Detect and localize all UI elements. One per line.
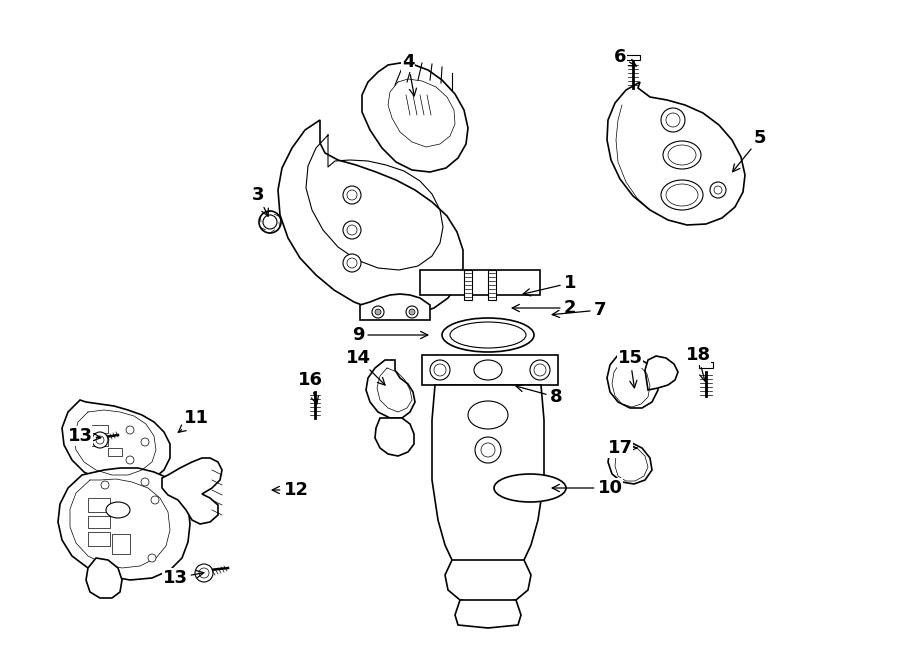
- Ellipse shape: [450, 322, 526, 348]
- Polygon shape: [699, 362, 713, 368]
- Circle shape: [126, 426, 134, 434]
- Polygon shape: [607, 82, 745, 225]
- Polygon shape: [445, 560, 531, 604]
- Polygon shape: [58, 468, 190, 580]
- Polygon shape: [362, 63, 468, 172]
- Text: 9: 9: [352, 326, 428, 344]
- Polygon shape: [455, 600, 521, 628]
- Circle shape: [534, 364, 546, 376]
- Bar: [488, 270, 496, 300]
- Polygon shape: [607, 355, 658, 408]
- Ellipse shape: [663, 141, 701, 169]
- Circle shape: [347, 190, 357, 200]
- Circle shape: [430, 360, 450, 380]
- Ellipse shape: [666, 184, 698, 206]
- Ellipse shape: [474, 360, 502, 380]
- Polygon shape: [360, 294, 430, 320]
- Polygon shape: [422, 355, 558, 385]
- Circle shape: [409, 309, 415, 315]
- Circle shape: [101, 481, 109, 489]
- Circle shape: [666, 113, 680, 127]
- Circle shape: [92, 432, 108, 448]
- Circle shape: [141, 438, 149, 446]
- Circle shape: [96, 436, 104, 444]
- Text: 14: 14: [346, 349, 385, 385]
- Text: 15: 15: [617, 349, 643, 388]
- Circle shape: [375, 309, 381, 315]
- Text: 7: 7: [553, 301, 607, 319]
- Bar: [88, 516, 110, 528]
- Bar: [92, 438, 108, 446]
- Polygon shape: [278, 120, 463, 314]
- Ellipse shape: [668, 145, 696, 165]
- Circle shape: [714, 186, 722, 194]
- Circle shape: [141, 478, 149, 486]
- Text: 5: 5: [733, 129, 766, 172]
- Bar: [92, 425, 108, 433]
- Circle shape: [343, 186, 361, 204]
- Text: 2: 2: [512, 299, 576, 317]
- Bar: [112, 534, 130, 554]
- Ellipse shape: [661, 180, 703, 210]
- Ellipse shape: [494, 474, 566, 502]
- Text: 8: 8: [516, 385, 562, 406]
- Polygon shape: [366, 360, 415, 418]
- Text: 4: 4: [401, 53, 417, 96]
- Text: 16: 16: [298, 371, 322, 404]
- Polygon shape: [420, 270, 540, 295]
- Text: 6: 6: [614, 48, 636, 66]
- Text: 3: 3: [252, 186, 268, 216]
- Bar: [88, 532, 110, 546]
- Polygon shape: [608, 440, 652, 484]
- Circle shape: [481, 443, 495, 457]
- Ellipse shape: [468, 401, 508, 429]
- Circle shape: [126, 456, 134, 464]
- Polygon shape: [432, 385, 544, 570]
- Circle shape: [406, 306, 418, 318]
- Polygon shape: [626, 55, 640, 60]
- Bar: [88, 498, 110, 512]
- Circle shape: [259, 211, 281, 233]
- Circle shape: [661, 108, 685, 132]
- Bar: [108, 448, 122, 456]
- Circle shape: [347, 258, 357, 268]
- Polygon shape: [375, 418, 414, 456]
- Text: 10: 10: [553, 479, 623, 497]
- Ellipse shape: [442, 318, 534, 352]
- Circle shape: [434, 364, 446, 376]
- Polygon shape: [162, 458, 222, 524]
- Text: 18: 18: [686, 346, 711, 381]
- Circle shape: [199, 568, 209, 578]
- Polygon shape: [645, 356, 678, 390]
- Circle shape: [530, 360, 550, 380]
- Polygon shape: [86, 558, 122, 598]
- Ellipse shape: [106, 502, 130, 518]
- Text: 12: 12: [272, 481, 309, 499]
- Circle shape: [343, 254, 361, 272]
- Text: 13: 13: [163, 569, 204, 587]
- Circle shape: [263, 215, 277, 229]
- Bar: [464, 270, 472, 300]
- Text: 1: 1: [523, 274, 576, 296]
- Circle shape: [195, 564, 213, 582]
- Circle shape: [372, 306, 384, 318]
- Circle shape: [475, 437, 501, 463]
- Circle shape: [347, 225, 357, 235]
- Text: 13: 13: [68, 427, 101, 445]
- Polygon shape: [62, 400, 170, 484]
- Circle shape: [148, 554, 156, 562]
- Text: 11: 11: [178, 409, 209, 432]
- Text: 17: 17: [608, 439, 637, 457]
- Circle shape: [151, 496, 159, 504]
- Polygon shape: [308, 382, 322, 388]
- Circle shape: [343, 221, 361, 239]
- Circle shape: [710, 182, 726, 198]
